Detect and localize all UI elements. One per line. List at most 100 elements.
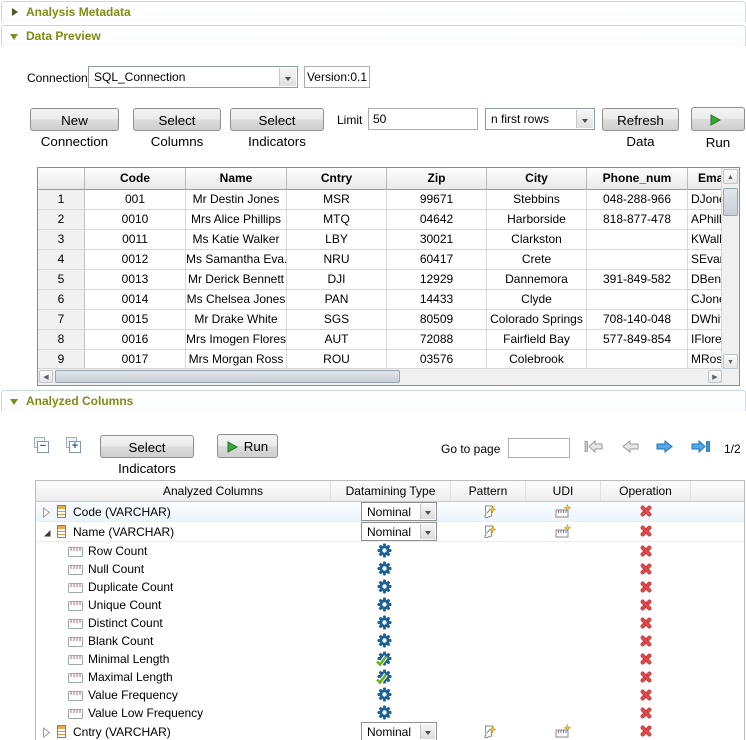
scroll-left-icon[interactable]: ◀ [39,370,53,383]
section-analysis-metadata[interactable]: Analysis Metadata [1,1,746,22]
dropdown-button[interactable] [576,110,593,128]
vertical-scrollbar[interactable]: ▲ ▼ [721,168,739,370]
column-header-cntry[interactable]: Cntry [287,168,387,190]
table-row[interactable]: 4 0012 Ms Samantha Eva... NRU 60417 Cret… [38,250,723,270]
section-analyzed-columns[interactable]: Analyzed Columns [1,390,746,411]
gear-icon[interactable] [377,543,392,558]
section-title[interactable]: Analyzed Columns [26,394,133,408]
udi-add-icon[interactable] [555,524,572,542]
delete-operation-icon[interactable] [639,706,653,723]
delete-operation-icon[interactable] [639,504,653,521]
indicator-row[interactable]: Value Frequency [36,686,744,704]
dropdown-button[interactable] [420,504,435,519]
expand-expanded-icon[interactable] [42,527,52,541]
gear-with-check-icon[interactable] [377,669,392,684]
header-pattern[interactable]: Pattern [451,481,526,501]
scroll-up-icon[interactable]: ▲ [723,169,738,184]
delete-operation-icon[interactable] [639,616,653,633]
select-indicators-button-2[interactable]: Select Indicators [100,435,194,458]
scroll-right-icon[interactable]: ▶ [708,370,722,383]
gear-icon[interactable] [377,597,392,612]
gear-icon[interactable] [377,687,392,702]
datamining-type-select[interactable]: Nominal [361,522,437,541]
indicator-row[interactable]: Maximal Length [36,668,744,686]
analyzed-row-code[interactable]: Code (VARCHAR) Nominal [36,502,744,522]
datamining-type-select[interactable]: Nominal [361,502,437,521]
indicator-row[interactable]: Distinct Count [36,614,744,632]
corner-header[interactable] [38,168,85,190]
expand-all-icon[interactable]: + [65,437,81,453]
refresh-data-button[interactable]: Refresh Data [602,108,679,131]
new-connection-button[interactable]: New Connection [30,108,119,131]
expanded-triangle-icon[interactable] [10,34,18,40]
datamining-type-select[interactable]: Nominal [361,722,437,740]
delete-operation-icon[interactable] [639,652,653,669]
delete-operation-icon[interactable] [639,688,653,705]
dropdown-button[interactable] [420,724,435,739]
scrollbar-thumb[interactable] [55,370,400,383]
select-indicators-button[interactable]: Select Indicators [230,108,324,131]
pattern-add-icon[interactable] [481,724,497,740]
gear-icon[interactable] [377,705,392,720]
pattern-add-icon[interactable] [481,504,497,523]
indicator-row[interactable]: Row Count [36,542,744,560]
column-header-code[interactable]: Code [85,168,186,190]
table-row[interactable]: 2 0010 Mrs Alice Phillips MTQ 04642 Harb… [38,210,723,230]
gear-with-check-icon[interactable] [377,651,392,666]
expand-collapsed-icon[interactable] [42,727,51,740]
udi-add-icon[interactable] [555,504,572,522]
gear-icon[interactable] [377,579,392,594]
column-header-email[interactable]: Email [688,168,723,190]
analyzed-row-cntry[interactable]: Cntry (VARCHAR) Nominal [36,722,744,740]
collapse-all-icon[interactable]: − [33,437,49,453]
delete-operation-icon[interactable] [639,724,653,740]
indicator-row[interactable]: Null Count [36,560,744,578]
gear-icon[interactable] [377,633,392,648]
goto-page-input[interactable] [508,438,570,458]
table-row[interactable]: 3 0011 Ms Katie Walker LBY 30021 Clarkst… [38,230,723,250]
collapsed-triangle-icon[interactable] [12,8,18,16]
delete-operation-icon[interactable] [639,670,653,687]
scroll-down-icon[interactable]: ▼ [723,354,738,369]
connection-select[interactable]: SQL_Connection [88,66,298,88]
select-columns-button[interactable]: Select Columns [133,108,221,131]
rows-mode-select[interactable]: n first rows [485,108,595,130]
header-udi[interactable]: UDI [526,481,601,501]
expand-collapsed-icon[interactable] [42,507,51,521]
section-title[interactable]: Data Preview [26,29,101,43]
limit-input[interactable] [368,108,478,130]
last-page-icon[interactable] [690,439,710,454]
dropdown-button[interactable] [279,68,296,86]
run-button[interactable]: Run [691,107,745,131]
delete-operation-icon[interactable] [639,524,653,541]
section-data-preview[interactable]: Data Preview [1,25,746,46]
indicator-row[interactable]: Minimal Length [36,650,744,668]
analyzed-row-name[interactable]: Name (VARCHAR) Nominal [36,522,744,542]
header-datamining-type[interactable]: Datamining Type [331,481,451,501]
indicator-row[interactable]: Value Low Frequency [36,704,744,722]
section-title[interactable]: Analysis Metadata [26,5,131,19]
table-row[interactable]: 9 0017 Mrs Morgan Ross ROU 03576 Colebro… [38,350,723,370]
column-header-name[interactable]: Name [186,168,287,190]
next-page-icon[interactable] [655,439,675,454]
table-row[interactable]: 8 0016 Mrs Imogen Flores AUT 72088 Fairf… [38,330,723,350]
delete-operation-icon[interactable] [639,580,653,597]
gear-icon[interactable] [377,615,392,630]
table-row[interactable]: 6 0014 Ms Chelsea Jones PAN 14433 Clyde … [38,290,723,310]
udi-add-icon[interactable] [555,724,572,740]
indicator-row[interactable]: Unique Count [36,596,744,614]
pattern-add-icon[interactable] [481,524,497,543]
column-header-zip[interactable]: Zip [387,168,487,190]
table-row[interactable]: 5 0013 Mr Derick Bennett DJI 12929 Danne… [38,270,723,290]
expanded-triangle-icon[interactable] [10,399,18,405]
run-button-2[interactable]: Run [217,434,278,458]
table-row[interactable]: 1 001 Mr Destin Jones MSR 99671 Stebbins… [38,190,723,210]
scrollbar-thumb[interactable] [723,188,738,216]
delete-operation-icon[interactable] [639,598,653,615]
delete-operation-icon[interactable] [639,544,653,561]
header-analyzed-columns[interactable]: Analyzed Columns [36,481,331,501]
header-operation[interactable]: Operation [601,481,691,501]
column-header-city[interactable]: City [487,168,587,190]
delete-operation-icon[interactable] [639,634,653,651]
column-header-phone[interactable]: Phone_num [587,168,688,190]
